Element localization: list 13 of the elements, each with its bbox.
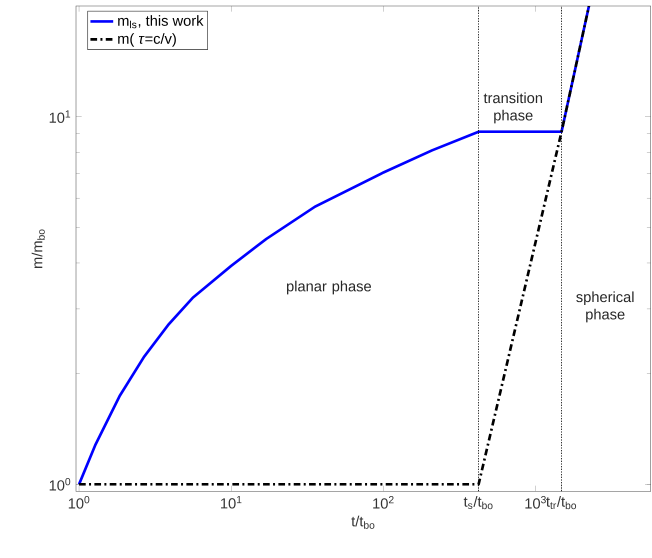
x-axis-title: t/t$_{bo}$ bbox=[351, 516, 374, 529]
legend-label: m( τ=c/v) bbox=[118, 33, 176, 47]
y-axis-title: m/m$_{bo}$ bbox=[32, 229, 45, 268]
x-tick-label: 10$^{0}$ bbox=[68, 496, 90, 509]
x-tick-label: 10$^{1}$ bbox=[221, 496, 242, 509]
annotation: planar phase bbox=[286, 280, 371, 294]
x-tick-label: 10$^{2}$ bbox=[373, 496, 394, 509]
legend-label: m$_{ls}$, this work bbox=[118, 15, 204, 28]
x-tick-label: 10$^{3}$ bbox=[525, 496, 546, 509]
annotation: transition phase bbox=[484, 92, 542, 124]
annotation: spherical phase bbox=[576, 291, 634, 322]
x-tick-label: t$_{tr}$/t$_{bo}$ bbox=[546, 496, 576, 510]
x-tick-label: t$_{s}$/t$_{bo}$ bbox=[464, 496, 493, 510]
